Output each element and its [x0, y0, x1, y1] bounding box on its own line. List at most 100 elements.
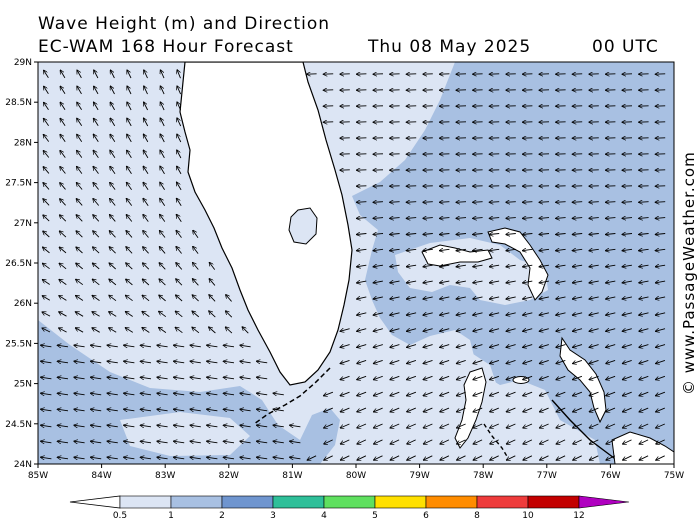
wave-arrow [109, 312, 117, 317]
wave-arrow [127, 70, 132, 79]
wave-arrow [390, 202, 400, 203]
wave-arrow [573, 423, 582, 428]
wave-arrow [107, 457, 118, 459]
wave-arrow [177, 118, 182, 127]
wave-arrow [423, 391, 433, 396]
cay-sal-bank [483, 423, 509, 459]
wave-arrow [489, 218, 500, 219]
wave-arrow [109, 247, 116, 254]
wave-arrow [190, 457, 201, 459]
wave-arrow [90, 409, 102, 411]
wave-arrow [655, 249, 666, 250]
legend-label: 3 [270, 511, 276, 521]
wave-arrow [473, 375, 483, 379]
wave-arrow [373, 202, 384, 203]
wave-arrow [92, 263, 100, 270]
wave-arrow [273, 441, 284, 443]
wave-arrow [639, 202, 649, 203]
wave-arrow [490, 407, 499, 412]
wave-arrow [423, 455, 433, 460]
wave-arrow [207, 441, 218, 443]
wave-arrow [506, 407, 516, 412]
wave-arrow [157, 345, 168, 347]
wave-arrow [209, 279, 216, 286]
wave-arrow [373, 313, 384, 315]
wave-arrow [439, 218, 450, 219]
wave-arrow [207, 345, 218, 347]
wave-arrow [356, 202, 367, 203]
wave-arrow [573, 375, 583, 379]
wave-arrow [124, 393, 135, 395]
wave-arrow [207, 361, 218, 363]
wave-direction-arrows [41, 70, 666, 460]
wave-arrow [556, 345, 566, 348]
wave-arrow [605, 249, 616, 250]
wave-arrow [655, 218, 666, 219]
wave-arrow [373, 423, 383, 428]
wave-arrow [157, 441, 168, 443]
wave-arrow [144, 118, 149, 127]
wave-arrow [390, 218, 400, 219]
wave-arrow [173, 361, 185, 363]
wave-arrow [655, 345, 666, 348]
wave-arrow [92, 328, 100, 333]
wave-arrow [124, 425, 135, 427]
wave-arrow [655, 202, 666, 203]
wave-arrow [656, 423, 665, 428]
wave-arrow [57, 377, 69, 379]
wave-arrow [589, 218, 599, 219]
wave-arrow [126, 247, 133, 254]
wave-arrow [639, 359, 649, 363]
wave-arrow [140, 345, 152, 347]
wave-arrow [622, 249, 633, 250]
wave-arrow [142, 279, 150, 286]
wave-arrow [589, 297, 599, 299]
lat-tick-label: 25N [14, 380, 32, 390]
wave-arrow [124, 345, 135, 347]
wave-arrow [240, 393, 251, 395]
wave-arrow [60, 167, 66, 174]
wave-arrow [556, 455, 566, 460]
wave-arrow [57, 345, 69, 347]
wave-arrow [357, 407, 367, 412]
wave-arrow [76, 263, 83, 270]
wave-arrow [522, 234, 533, 235]
wave-arrow [190, 409, 201, 411]
wave-arrow [207, 409, 218, 411]
legend-swatch [374, 495, 427, 509]
wave-arrow [390, 249, 400, 250]
wave-arrow [606, 375, 616, 379]
wave-arrow [373, 234, 384, 235]
wave-arrow [589, 439, 599, 444]
wave-arrow [340, 359, 350, 363]
wave-height-legend: 0.5 1 2 3 4 5 6 8 10 12 [69, 495, 630, 521]
wave-arrow [440, 313, 450, 315]
wave-arrow [523, 313, 533, 315]
wave-arrow [406, 265, 417, 267]
wave-arrow [589, 407, 599, 412]
wave-arrow [340, 423, 350, 428]
wave-arrow [373, 391, 383, 396]
wave-arrow [440, 265, 450, 267]
cuba-coast [611, 431, 674, 464]
wave-arrow [157, 377, 168, 379]
wave-arrow [473, 359, 483, 363]
wave-arrow [209, 327, 216, 334]
florida-keys [253, 367, 331, 425]
wave-arrow [142, 328, 150, 333]
wave-arrow [556, 391, 566, 396]
wave-arrow [639, 297, 649, 299]
wave-arrow [639, 375, 649, 379]
wave-arrow [41, 409, 52, 411]
wave-arrow [110, 199, 116, 206]
wave-arrow [74, 393, 85, 395]
wave-arrow [589, 265, 599, 267]
legend-over-arrow [578, 495, 630, 509]
wave-arrow [160, 70, 165, 79]
wave-arrow [60, 134, 66, 142]
wave-arrow [622, 375, 632, 379]
andros-island [454, 367, 487, 449]
wave-arrow [90, 441, 102, 443]
wave-arrow [473, 407, 483, 412]
wave-arrow [589, 359, 599, 363]
